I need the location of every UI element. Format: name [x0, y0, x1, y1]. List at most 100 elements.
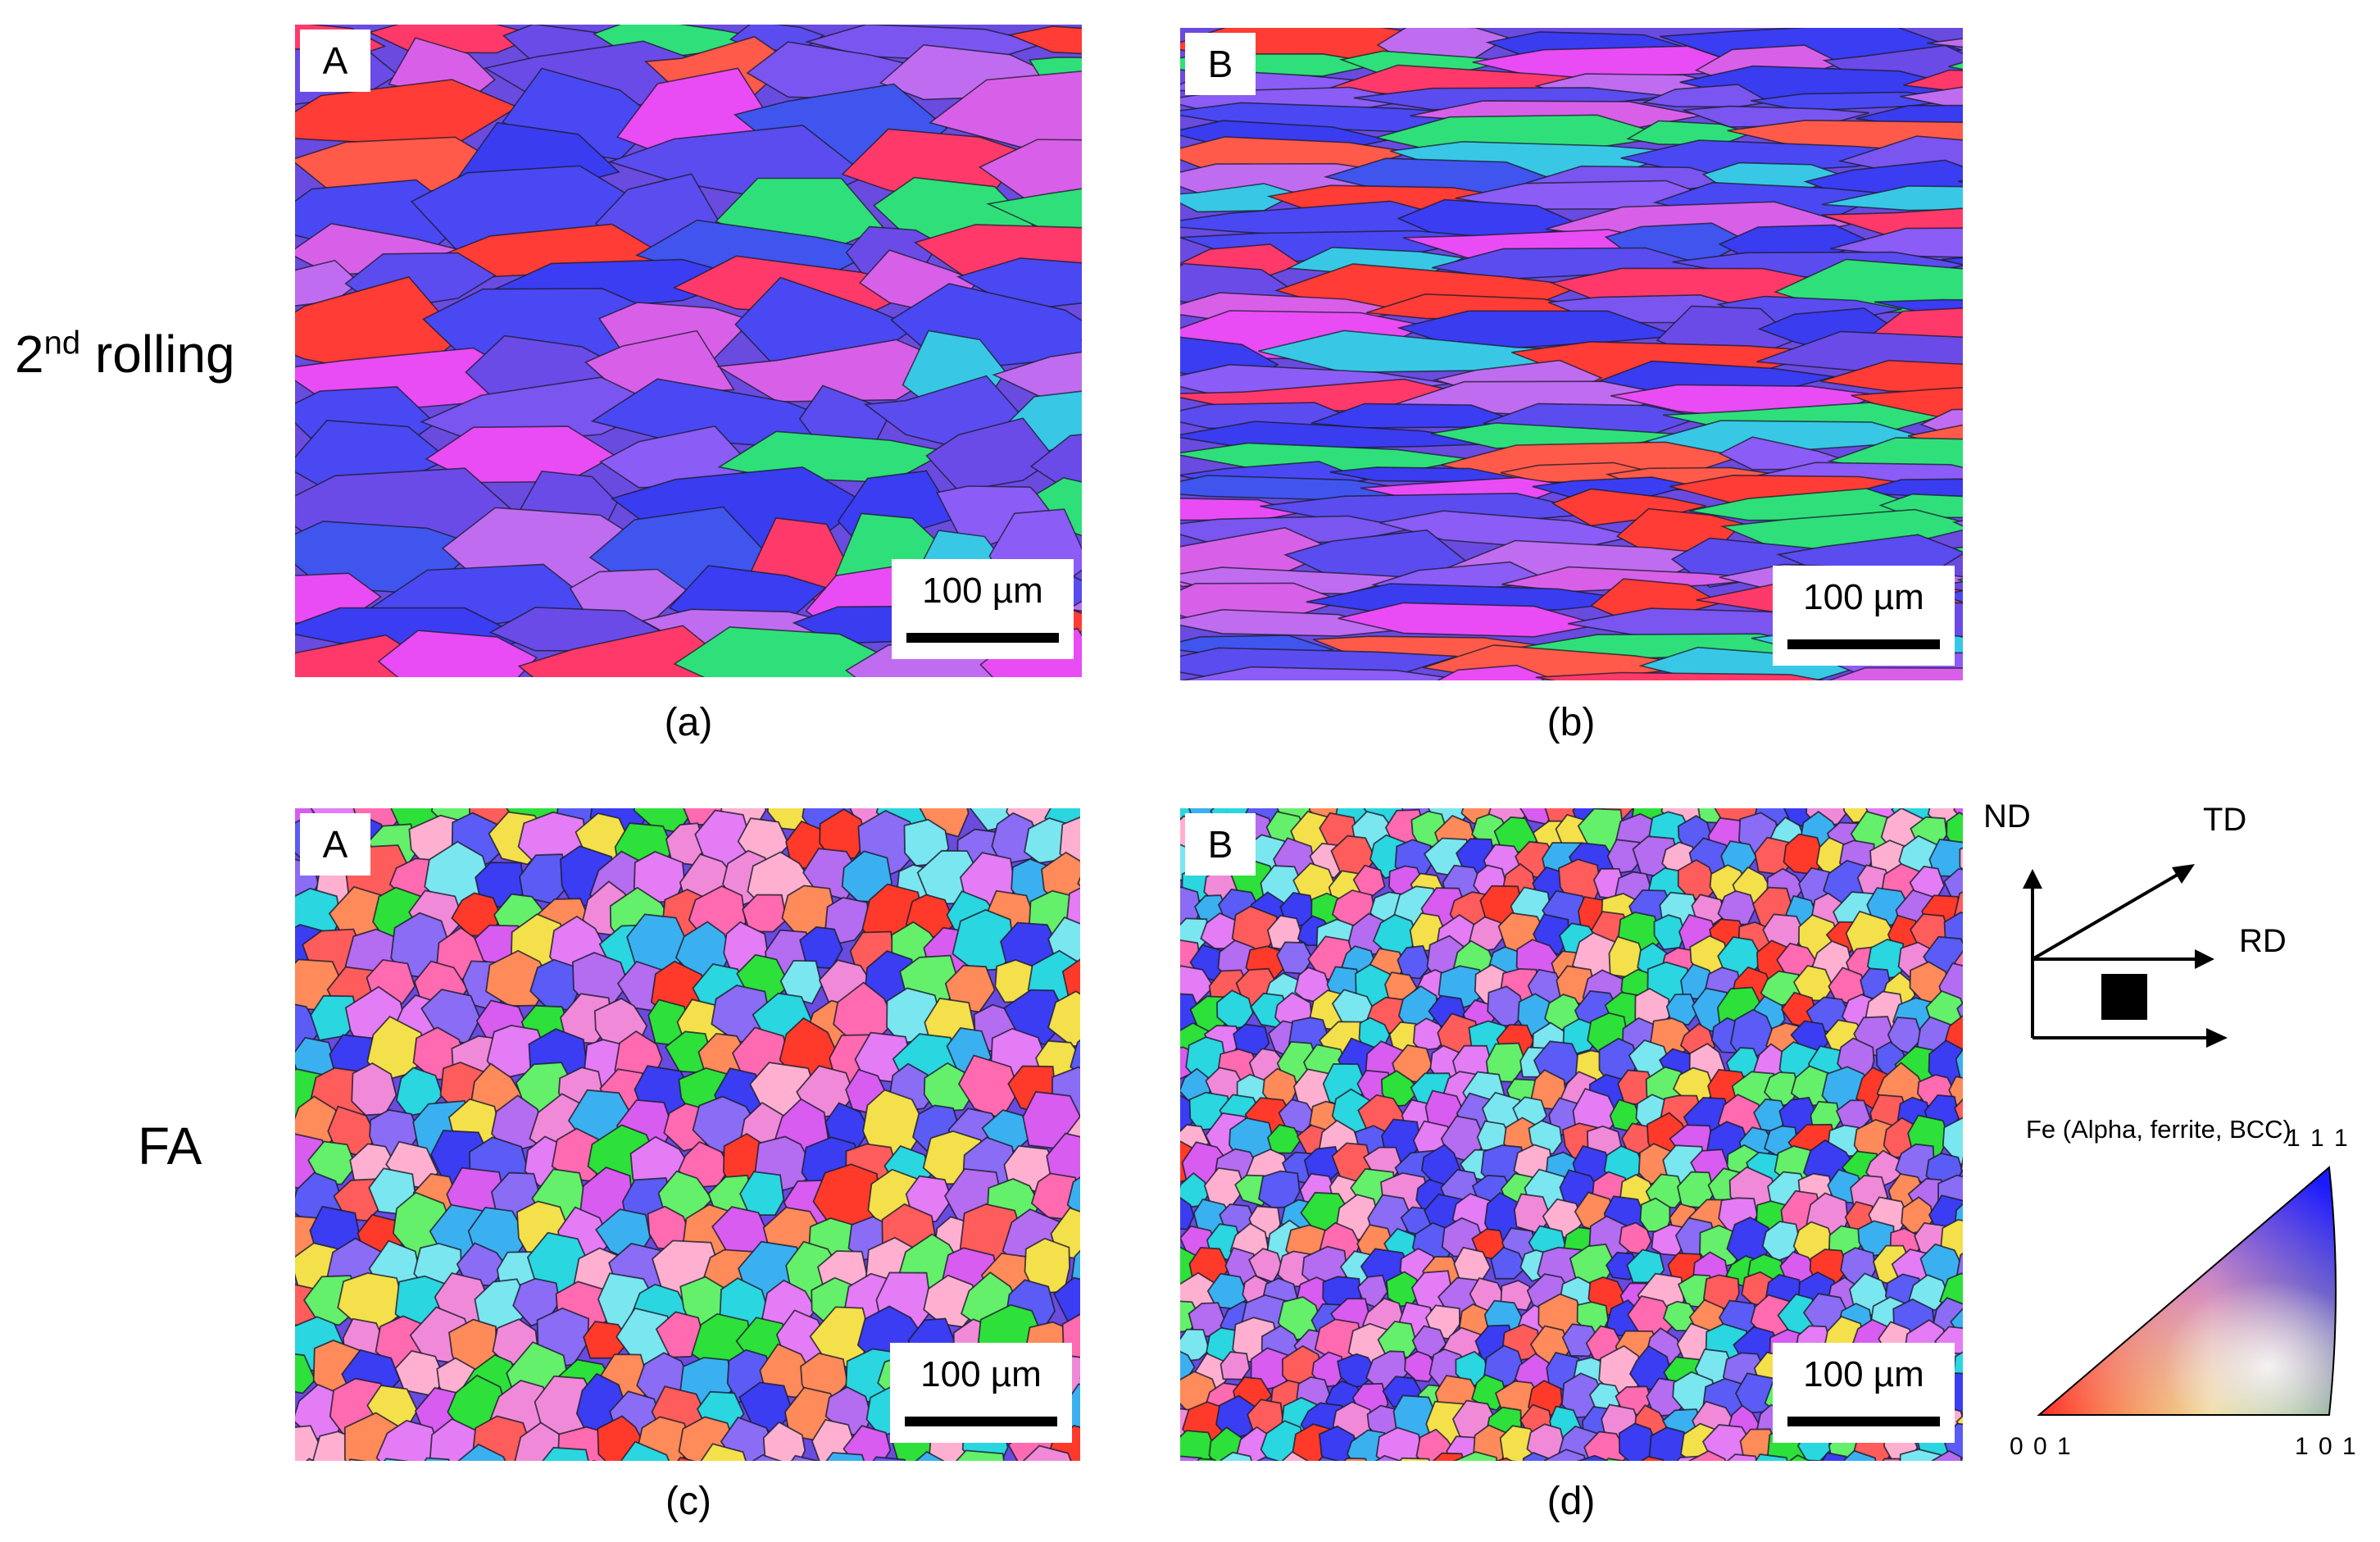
- micrograph-panel-d: B 100 µm: [1180, 808, 1963, 1461]
- row-label-2nd-rolling: 2nd rolling: [15, 325, 235, 380]
- grain: [1256, 1456, 1280, 1461]
- rd-label: RD: [2239, 923, 2287, 959]
- grain: [1843, 1449, 1877, 1461]
- scale-bar: 100 µm: [892, 559, 1074, 659]
- grain: [542, 1446, 589, 1461]
- td-label: TD: [2203, 802, 2247, 838]
- grain: [1077, 876, 1080, 887]
- grain: [1352, 864, 1386, 897]
- panel-tag: B: [1185, 813, 1256, 876]
- grain: [762, 1421, 806, 1461]
- grain: [1494, 1457, 1513, 1461]
- grain: [915, 1450, 945, 1461]
- grain: [1955, 1048, 1963, 1080]
- scale-bar: 100 µm: [1773, 566, 1955, 666]
- panel-tag: A: [300, 813, 370, 876]
- grain: [1665, 993, 1700, 1026]
- grain: [1788, 1453, 1811, 1461]
- grain: [1960, 1155, 1963, 1172]
- grain: [305, 1458, 316, 1461]
- scale-bar-line: [905, 1417, 1057, 1426]
- grain: [1828, 666, 1963, 680]
- grain: [1468, 916, 1504, 953]
- grain: [1053, 1276, 1080, 1324]
- scale-bar-label: 100 µm: [1803, 577, 1924, 617]
- grain: [1959, 847, 1963, 871]
- grain: [295, 1353, 316, 1394]
- row-label-main: 2: [15, 325, 44, 384]
- ipf-corner-001: 0 0 1: [2010, 1433, 2073, 1460]
- grain: [742, 894, 788, 933]
- row-label-main: FA: [138, 1117, 202, 1176]
- grain: [1007, 25, 1082, 55]
- grain: [1726, 1453, 1758, 1461]
- bottom-arrowhead: [2206, 1028, 2228, 1048]
- grain: [1931, 1449, 1963, 1461]
- grain: [824, 896, 871, 944]
- grain: [1583, 1431, 1631, 1461]
- grain: [1317, 1456, 1340, 1461]
- grain: [1070, 1039, 1080, 1075]
- grain: [1281, 1450, 1308, 1461]
- grain: [620, 1440, 670, 1461]
- grain: [1180, 666, 1469, 680]
- grain: [1543, 1449, 1587, 1461]
- grain: [676, 1456, 696, 1461]
- rd-arrowhead: [2195, 949, 2214, 969]
- micrograph-panel-c: A 100 µm: [295, 808, 1080, 1461]
- ebsd-map-d: [1180, 808, 1963, 1461]
- grain: [1755, 1453, 1788, 1461]
- grain: [1941, 257, 1963, 266]
- grain: [1717, 889, 1756, 926]
- grain: [1899, 1449, 1942, 1461]
- grain: [307, 1140, 357, 1185]
- panel-tag: A: [300, 30, 370, 92]
- grain: [1535, 671, 1826, 680]
- grain: [779, 959, 823, 1005]
- td-arrowhead: [2172, 864, 2195, 884]
- grain: [1180, 1328, 1210, 1362]
- scale-bar-label: 100 µm: [1803, 1354, 1924, 1394]
- sample-section-square: [2101, 974, 2147, 1020]
- micrograph-panel-b: B 100 µm: [1180, 28, 1963, 680]
- grain: [825, 1452, 865, 1461]
- grain: [1957, 180, 1963, 184]
- scale-bar: 100 µm: [890, 1343, 1072, 1443]
- grain: [457, 1443, 506, 1461]
- grain: [1375, 1426, 1423, 1461]
- grain: [1701, 1424, 1754, 1461]
- grain: [1882, 1458, 1902, 1461]
- scale-bar-label: 100 µm: [922, 571, 1043, 611]
- grain: [1955, 578, 1963, 582]
- grain: [955, 1449, 1005, 1461]
- grain: [700, 1443, 747, 1461]
- row-label-rest: rolling: [80, 325, 235, 384]
- grain: [348, 1458, 367, 1461]
- grain: [752, 1453, 783, 1461]
- grain: [843, 1425, 892, 1461]
- grain: [1452, 1451, 1498, 1461]
- grain: [872, 1456, 906, 1461]
- sample-axes-diagram: [2023, 864, 2228, 1048]
- grain: [1022, 1444, 1072, 1461]
- grain: [1490, 1246, 1528, 1280]
- grain: [1374, 1454, 1401, 1461]
- ipf-corner-101: 1 0 1: [2295, 1433, 2358, 1460]
- ipf-corner-111: 1 1 1: [2287, 1125, 2350, 1152]
- grain: [1066, 1176, 1080, 1217]
- grain: [1951, 520, 1963, 527]
- grain: [1942, 868, 1963, 902]
- micrograph-panel-a: A 100 µm: [295, 25, 1082, 677]
- grain: [1819, 359, 1963, 394]
- grain: [1180, 1196, 1195, 1230]
- caption-b: (b): [1547, 701, 1596, 744]
- grain: [1953, 546, 1963, 553]
- scale-bar-line: [906, 633, 1059, 643]
- row-label-sup: nd: [43, 325, 81, 362]
- grain: [1948, 61, 1963, 71]
- scale-bar-line: [1787, 639, 1940, 649]
- grain: [1948, 1076, 1963, 1110]
- ipf-legend-title: Fe (Alpha, ferrite, BCC): [2026, 1115, 2291, 1144]
- grain: [919, 808, 970, 838]
- grain: [1399, 1457, 1431, 1461]
